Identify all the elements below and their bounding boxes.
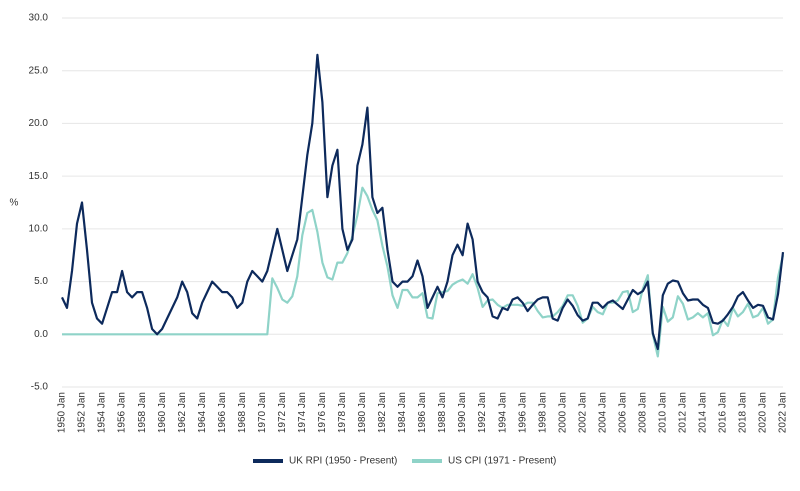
x-tick-label: 1988 Jan <box>437 392 448 433</box>
line-series <box>62 186 785 358</box>
x-tick-label: 2016 Jan <box>718 392 729 433</box>
x-tick-label: 1982 Jan <box>377 392 388 433</box>
x-tick-label: 2020 Jan <box>758 392 769 433</box>
x-tick-label: 1964 Jan <box>197 392 208 433</box>
y-tick-label: 5.0 <box>34 276 48 287</box>
x-tick-label: 1996 Jan <box>517 392 528 433</box>
y-tick-label: 15.0 <box>29 171 49 182</box>
x-tick-label: 2002 Jan <box>577 392 588 433</box>
x-tick-label: 1960 Jan <box>157 392 168 433</box>
legend-label: US CPI (1971 - Present) <box>448 456 556 467</box>
x-tick-label: 1974 Jan <box>297 392 308 433</box>
x-tick-label: 1958 Jan <box>137 392 148 433</box>
x-tick-label: 1962 Jan <box>177 392 188 433</box>
y-tick-label: -5.0 <box>31 382 49 393</box>
x-tick-label: 2004 Jan <box>597 392 608 433</box>
x-tick-label: 1992 Jan <box>477 392 488 433</box>
x-tick-label: 1994 Jan <box>497 392 508 433</box>
x-tick-label: 2000 Jan <box>557 392 568 433</box>
y-axis-label: % <box>10 198 19 209</box>
x-tick-label: 1984 Jan <box>397 392 408 433</box>
x-tick-label: 1956 Jan <box>117 392 128 433</box>
x-tick-label: 1970 Jan <box>257 392 268 433</box>
x-tick-label: 2012 Jan <box>678 392 689 433</box>
y-tick-label: 0.0 <box>34 329 48 340</box>
x-tick-label: 2008 Jan <box>637 392 648 433</box>
x-tick-label: 2018 Jan <box>738 392 749 433</box>
y-tick-label: 10.0 <box>29 223 49 234</box>
x-tick-label: 1954 Jan <box>97 392 108 433</box>
x-tick-label: 2010 Jan <box>657 392 668 433</box>
line-series <box>61 53 785 351</box>
x-tick-label: 1950 Jan <box>57 392 68 433</box>
x-tick-label: 1990 Jan <box>457 392 468 433</box>
x-tick-label: 1966 Jan <box>217 392 228 433</box>
x-tick-label: 2014 Jan <box>698 392 709 433</box>
legend-label: UK RPI (1950 - Present) <box>289 456 397 467</box>
x-tick-label: 1976 Jan <box>317 392 328 433</box>
x-tick-label: 1980 Jan <box>357 392 368 433</box>
x-tick-label: 1972 Jan <box>277 392 288 433</box>
x-tick-label: 1986 Jan <box>417 392 428 433</box>
x-tick-label: 1952 Jan <box>77 392 88 433</box>
y-tick-label: 25.0 <box>29 65 49 76</box>
x-tick-label: 2022 Jan <box>778 392 789 433</box>
x-tick-label: 1978 Jan <box>337 392 348 433</box>
x-tick-label: 2006 Jan <box>617 392 628 433</box>
y-tick-label: 20.0 <box>29 118 49 129</box>
x-tick-label: 1968 Jan <box>237 392 248 433</box>
y-tick-label: 30.0 <box>29 13 49 24</box>
x-tick-label: 1998 Jan <box>537 392 548 433</box>
